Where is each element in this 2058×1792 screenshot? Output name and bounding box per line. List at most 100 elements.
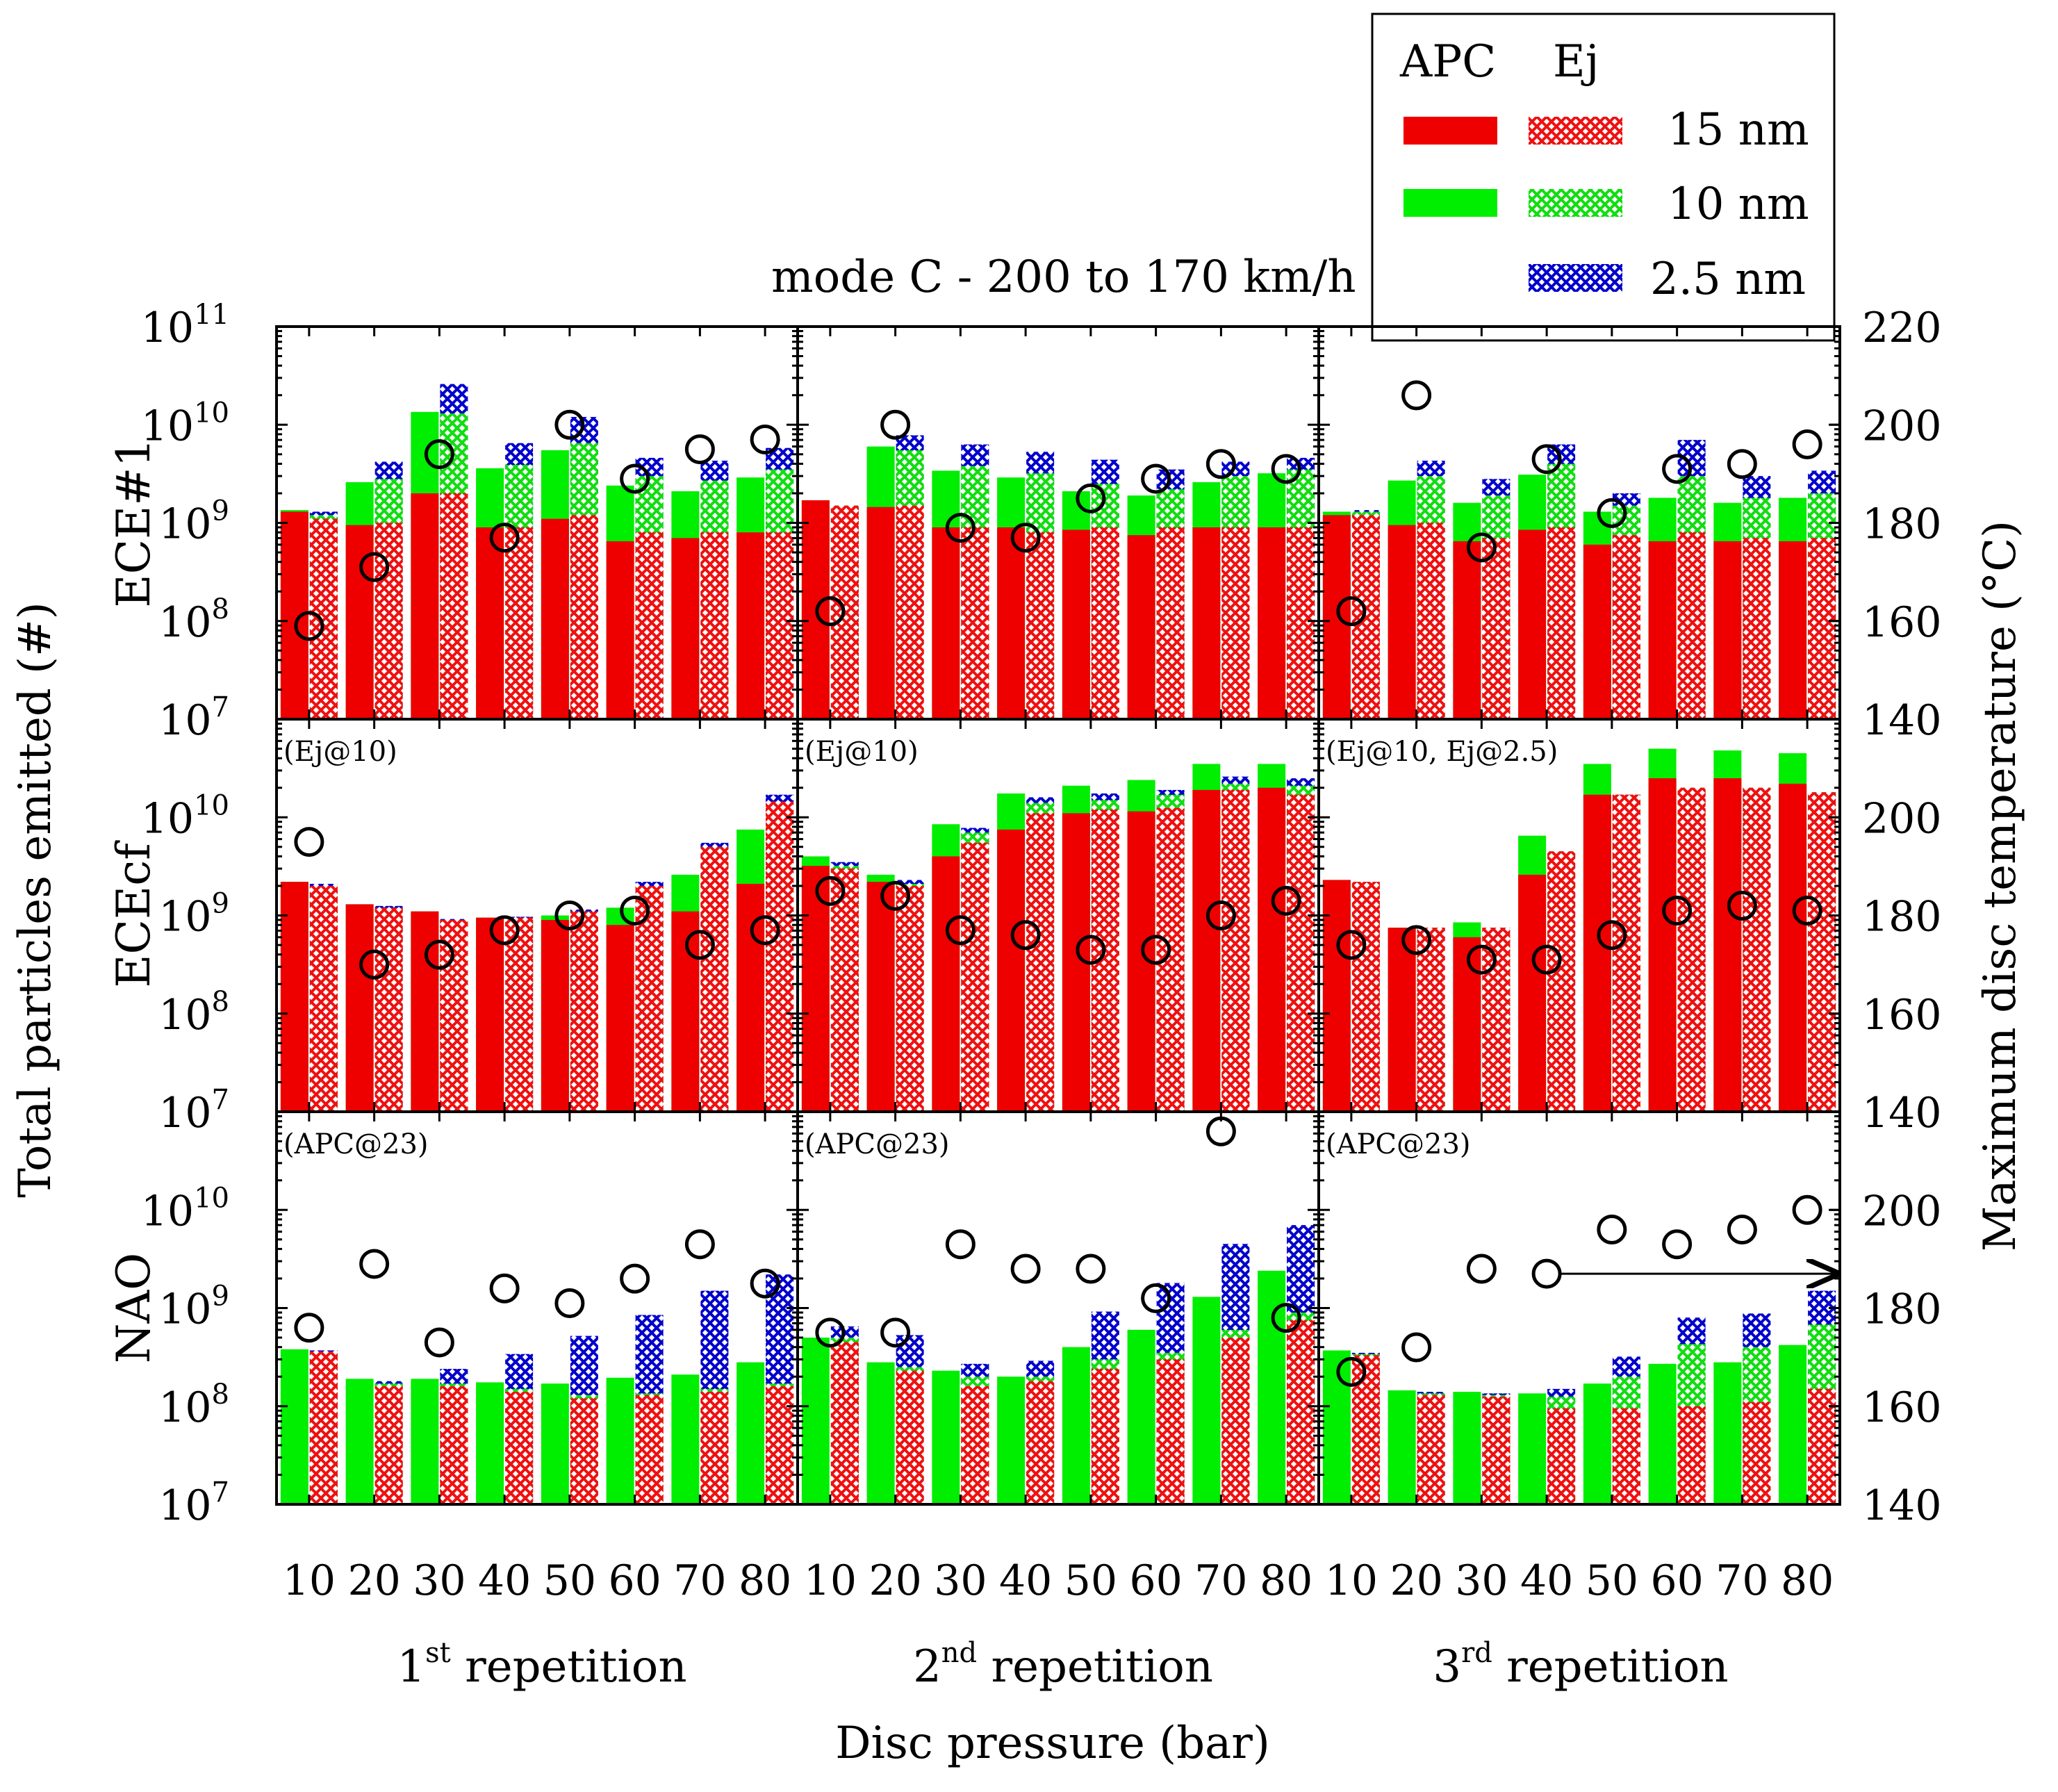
x-tick-label: 20	[1390, 1556, 1442, 1605]
panel-0-0	[275, 325, 799, 721]
temperature-marker	[554, 901, 585, 930]
bar-ej-15nm	[635, 1395, 664, 1504]
temperature-marker	[1531, 444, 1562, 475]
legend-swatch-apc-10	[1403, 189, 1497, 217]
temperature-marker	[945, 1229, 976, 1260]
bar-apc-15nm	[1192, 789, 1221, 1112]
bar-apc-15nm	[1388, 928, 1416, 1112]
bar-ej-15nm	[1808, 1388, 1836, 1504]
bar-ej-15nm	[1156, 1359, 1185, 1504]
bar-apc-15nm	[606, 541, 634, 719]
bar-apc-10nm	[1062, 1347, 1090, 1504]
bar-ej-15nm	[1417, 928, 1445, 1112]
temperature-marker	[815, 596, 846, 627]
temperature-marker	[424, 939, 454, 970]
temperature-marker	[684, 434, 715, 465]
legend-label-15: 15 nm	[1668, 104, 1809, 156]
temperature-marker	[489, 523, 520, 553]
x-tick-label: 70	[1715, 1556, 1768, 1605]
bar-apc-15nm	[671, 911, 700, 1112]
temperature-marker	[1141, 463, 1171, 494]
bar-ej-15nm	[700, 1392, 729, 1504]
temperature-marker	[1401, 380, 1432, 411]
x-tick-label: 50	[1586, 1556, 1638, 1605]
bar-ej-15nm	[374, 1386, 403, 1504]
temperature-marker	[554, 1288, 585, 1318]
bar-ej-15nm	[570, 911, 598, 1112]
temperature-marker	[1727, 1215, 1757, 1244]
x-tick-label: 30	[1455, 1556, 1508, 1605]
bar-ej-15nm	[374, 907, 403, 1112]
temperature-marker	[1010, 523, 1041, 553]
bar-ej-15nm	[1026, 532, 1055, 719]
bar-apc-15nm	[1258, 527, 1286, 719]
temperature-marker	[1597, 1215, 1627, 1244]
temperature-marker	[1141, 935, 1171, 965]
bar-ej-15nm	[1287, 1320, 1315, 1504]
bar-apc-15nm	[1648, 778, 1677, 1112]
temperature-marker	[1336, 1356, 1367, 1387]
bar-apc-15nm	[1583, 544, 1611, 719]
temperature-marker	[1010, 1253, 1041, 1284]
x-tick-label: 10	[804, 1556, 857, 1605]
temperature-marker	[1336, 930, 1367, 960]
y-axis-title: Total particles emitted (#)	[10, 602, 61, 1197]
bar-ej-15nm	[440, 493, 468, 719]
bar-ej-15nm	[1677, 787, 1706, 1112]
legend-label-2-5: 2.5 nm	[1650, 254, 1806, 305]
y-tick-label: 109	[158, 1281, 229, 1334]
temperature-marker	[1271, 454, 1301, 484]
bar-apc-15nm	[541, 518, 569, 719]
y2-tick-label: 140	[1862, 1481, 1942, 1530]
bar-apc-10nm	[801, 1338, 830, 1504]
repetition-label-2: 2nd repetition	[913, 1637, 1213, 1693]
temperature-marker	[684, 930, 715, 960]
temperature-marker	[1662, 454, 1693, 484]
temperature-marker	[554, 409, 585, 440]
bar-apc-15nm	[1388, 525, 1416, 719]
temperature-marker	[750, 915, 780, 946]
legend: APC Ej 15 nm 10 nm 2.5 nm	[1371, 13, 1836, 342]
temperature-marker	[880, 880, 911, 911]
temperature-marker	[1401, 1332, 1432, 1363]
bar-apc-10nm	[1518, 1393, 1547, 1504]
bar-ej-15nm	[1287, 527, 1315, 719]
bar-apc-15nm	[932, 856, 960, 1112]
bar-ej-15nm	[1287, 794, 1315, 1112]
bar-apc-15nm	[866, 882, 895, 1112]
bar-ej-15nm	[309, 1351, 338, 1504]
bar-ej-15nm	[961, 1386, 989, 1504]
bar-apc-10nm	[280, 1349, 308, 1504]
bar-apc-15nm	[280, 882, 308, 1112]
x-tick-label: 10	[283, 1556, 336, 1605]
bar-apc-10nm	[1648, 1363, 1677, 1504]
bar-ej-15nm	[896, 505, 924, 719]
bar-apc-15nm	[1779, 541, 1807, 719]
bar-apc-15nm	[997, 829, 1026, 1112]
bar-ej-15nm	[1156, 807, 1185, 1112]
bar-apc-10nm	[866, 1362, 895, 1504]
temperature-marker	[1205, 901, 1236, 930]
bar-apc-10nm	[1453, 1392, 1481, 1504]
chart-title: mode C - 200 to 170 km/h	[771, 252, 1356, 303]
temperature-marker	[359, 1249, 390, 1279]
bar-apc-15nm	[1322, 515, 1351, 719]
x-tick-label: 80	[1260, 1556, 1312, 1605]
bar-ej-15nm	[766, 801, 794, 1112]
panel-note: (APC@23)	[1326, 1128, 1471, 1160]
bar-ej-15nm	[309, 885, 338, 1112]
row-label-0: ECE#1	[107, 438, 160, 607]
bar-ej-15nm	[896, 1370, 924, 1504]
temperature-marker	[359, 552, 390, 582]
bar-apc-15nm	[606, 925, 634, 1112]
x-tick-label: 30	[413, 1556, 466, 1605]
panel-1-1: (Ej@10)	[796, 718, 1320, 1113]
x-tick-label: 80	[1781, 1556, 1834, 1605]
y2-tick-label: 200	[1862, 794, 1942, 843]
x-axis-title: Disc pressure (bar)	[835, 1718, 1270, 1769]
bar-ej-15nm	[1091, 527, 1119, 719]
temperature-marker	[815, 1317, 846, 1348]
y-tick-label: 1011	[141, 299, 229, 352]
bar-apc-15nm	[736, 883, 765, 1112]
bar-ej-15nm	[570, 1398, 598, 1504]
